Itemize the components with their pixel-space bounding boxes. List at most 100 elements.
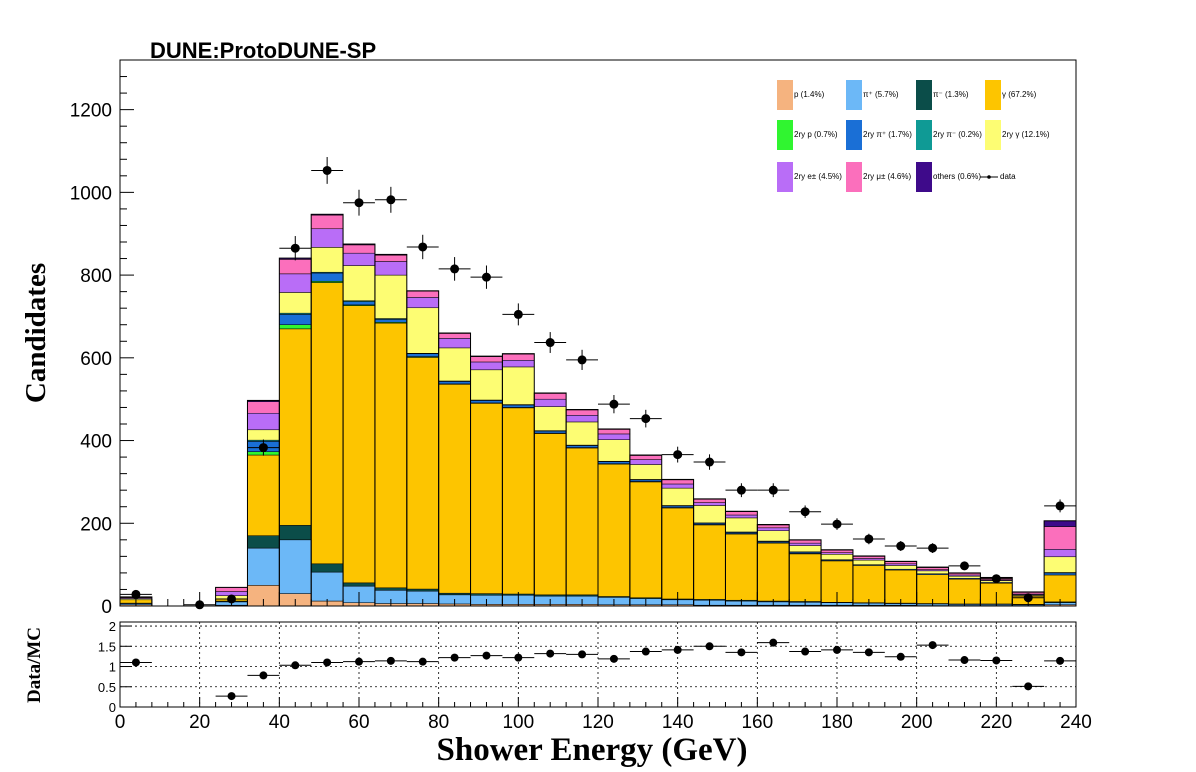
bar-segment-series-9-bin-20 (757, 524, 790, 529)
bar-segment-series-9-bin-29 (1043, 526, 1077, 550)
bar-segment-series-5-bin-5 (279, 314, 312, 325)
y-axis-title: Candidates (20, 263, 52, 403)
bar-segment-series-2-bin-8 (374, 587, 408, 591)
x-tick-label-5: 100 (502, 712, 534, 733)
bar-segment-series-8-bin-18 (693, 502, 726, 506)
bar-segment-series-3-bin-20 (757, 542, 790, 602)
bar-segment-series-7-bin-5 (279, 292, 312, 314)
bar-segment-series-3-bin-4 (247, 454, 280, 536)
bar-segment-series-2-bin-5 (279, 525, 312, 541)
bar-segment-series-1-bin-5 (279, 539, 312, 594)
bar-segment-series-9-bin-6 (310, 214, 344, 230)
bar-segment-series-7-bin-21 (788, 545, 822, 553)
data-point-2 (227, 594, 237, 604)
bar-segment-series-5-bin-12 (502, 404, 535, 408)
bar-segment-series-8-bin-8 (374, 261, 408, 276)
data-point-12 (545, 338, 555, 348)
ratio-point-0 (131, 658, 140, 667)
bar-segment-series-7-bin-24 (884, 565, 917, 570)
bar-segment-series-7-bin-22 (820, 554, 854, 560)
legend-label-data: data (1000, 172, 1016, 181)
bar-segment-series-8-bin-6 (310, 228, 344, 248)
legend-swatch-8 (777, 162, 793, 192)
ratio-axis-title: Data/MC (24, 627, 45, 703)
y-tick-label-3: 600 (80, 349, 112, 370)
data-point-18 (736, 485, 746, 495)
ratio-y-tick-label-4: 2 (109, 619, 116, 634)
bar-segment-series-5-bin-29 (1043, 572, 1077, 576)
bar-segment-series-5-bin-9 (406, 353, 439, 357)
bar-segment-series-7-bin-16 (629, 464, 662, 480)
bar-segment-series-9-bin-9 (406, 290, 439, 298)
data-point-5 (322, 165, 332, 175)
legend-swatch-6 (916, 120, 932, 150)
bar-segment-series-7-bin-13 (534, 406, 567, 431)
bar-segment-series-5-bin-13 (534, 430, 567, 434)
bar-segment-series-7-bin-26 (948, 575, 981, 579)
y-tick-label-0: 0 (101, 597, 112, 618)
x-axis-title: Shower Energy (GeV) (436, 732, 747, 768)
bar-segment-series-7-bin-4 (247, 429, 280, 441)
data-point-19 (768, 485, 778, 495)
bar-segment-series-3-bin-9 (406, 357, 439, 590)
bar-segment-series-7-bin-20 (757, 530, 790, 542)
bar-segment-series-9-bin-19 (725, 511, 758, 516)
ratio-point-25 (992, 656, 1001, 665)
bar-segment-series-8-bin-7 (342, 252, 376, 266)
bar-segment-series-4-bin-5 (279, 324, 312, 330)
data-point-20 (800, 507, 810, 517)
legend-label-0: p (1.4%) (794, 90, 825, 99)
x-tick-label-12: 240 (1060, 712, 1092, 733)
bar-segment-series-8-bin-9 (406, 297, 439, 309)
bar-segment-series-5-bin-14 (565, 445, 599, 448)
ratio-point-16 (705, 642, 714, 651)
data-point-0 (131, 589, 141, 599)
ratio-y-tick-label-1: 0.5 (98, 680, 116, 695)
bar-segment-series-1-bin-4 (247, 547, 280, 586)
bar-segment-series-8-bin-29 (1043, 549, 1077, 558)
legend-swatch-5 (846, 120, 862, 150)
x-tick-label-2: 40 (269, 712, 290, 733)
bar-segment-series-5-bin-15 (597, 461, 631, 464)
main-axes: 0 200 400 600 800 1000 1200 (70, 59, 1077, 618)
bar-segment-series-7-bin-14 (565, 421, 599, 446)
data-point-21 (832, 519, 842, 529)
x-tick-label-8: 160 (741, 712, 773, 733)
bar-segment-series-7-bin-18 (693, 505, 726, 524)
legend-swatch-3 (985, 80, 1001, 110)
legend-swatch-4 (777, 120, 793, 150)
ratio-point-7 (418, 657, 427, 666)
bar-segment-series-3-bin-21 (788, 553, 822, 602)
legend-swatch-2 (916, 80, 932, 110)
bar-segment-series-8-bin-12 (502, 360, 535, 368)
legend-label-2: π⁻ (1.3%) (933, 90, 969, 99)
bar-segment-series-10-bin-29 (1043, 520, 1077, 527)
legend-label-1: π⁺ (5.7%) (863, 90, 899, 99)
legend-label-9: 2ry μ± (4.6%) (863, 172, 911, 181)
y-tick-label-4: 800 (80, 266, 112, 287)
data-point-24 (928, 543, 938, 553)
bar-segment-series-7-bin-10 (438, 347, 471, 382)
data-point-4 (290, 243, 300, 253)
y-tick-label-1: 200 (80, 514, 112, 535)
y-tick-label-6: 1200 (70, 101, 112, 122)
bar-segment-series-3-bin-8 (374, 322, 408, 589)
x-tick-label-11: 220 (980, 712, 1012, 733)
bar-segment-series-9-bin-7 (342, 244, 376, 254)
x-tick-label-4: 80 (428, 712, 449, 733)
chart-title: DUNE:ProtoDUNE-SP (150, 38, 376, 63)
legend-swatch-9 (846, 162, 862, 192)
bar-segment-series-9-bin-24 (884, 561, 917, 565)
x-tick-label-7: 140 (662, 712, 694, 733)
bar-segment-series-7-bin-19 (725, 517, 758, 533)
bar-segment-series-7-bin-15 (597, 439, 631, 462)
bar-segment-series-2-bin-4 (247, 535, 280, 549)
bar-segment-series-7-bin-6 (310, 247, 344, 273)
bar-segment-series-9-bin-13 (534, 393, 567, 400)
ratio-axes: 00.511.520 20 40 60 80 100 120 140 160 180 200 220 2… (98, 619, 1092, 733)
ratio-point-10 (514, 653, 523, 662)
ratio-point-21 (864, 648, 873, 657)
bar-segment-series-3-bin-10 (438, 384, 471, 594)
ratio-point-23 (928, 641, 937, 650)
bar-segment-series-3-bin-16 (629, 481, 662, 598)
